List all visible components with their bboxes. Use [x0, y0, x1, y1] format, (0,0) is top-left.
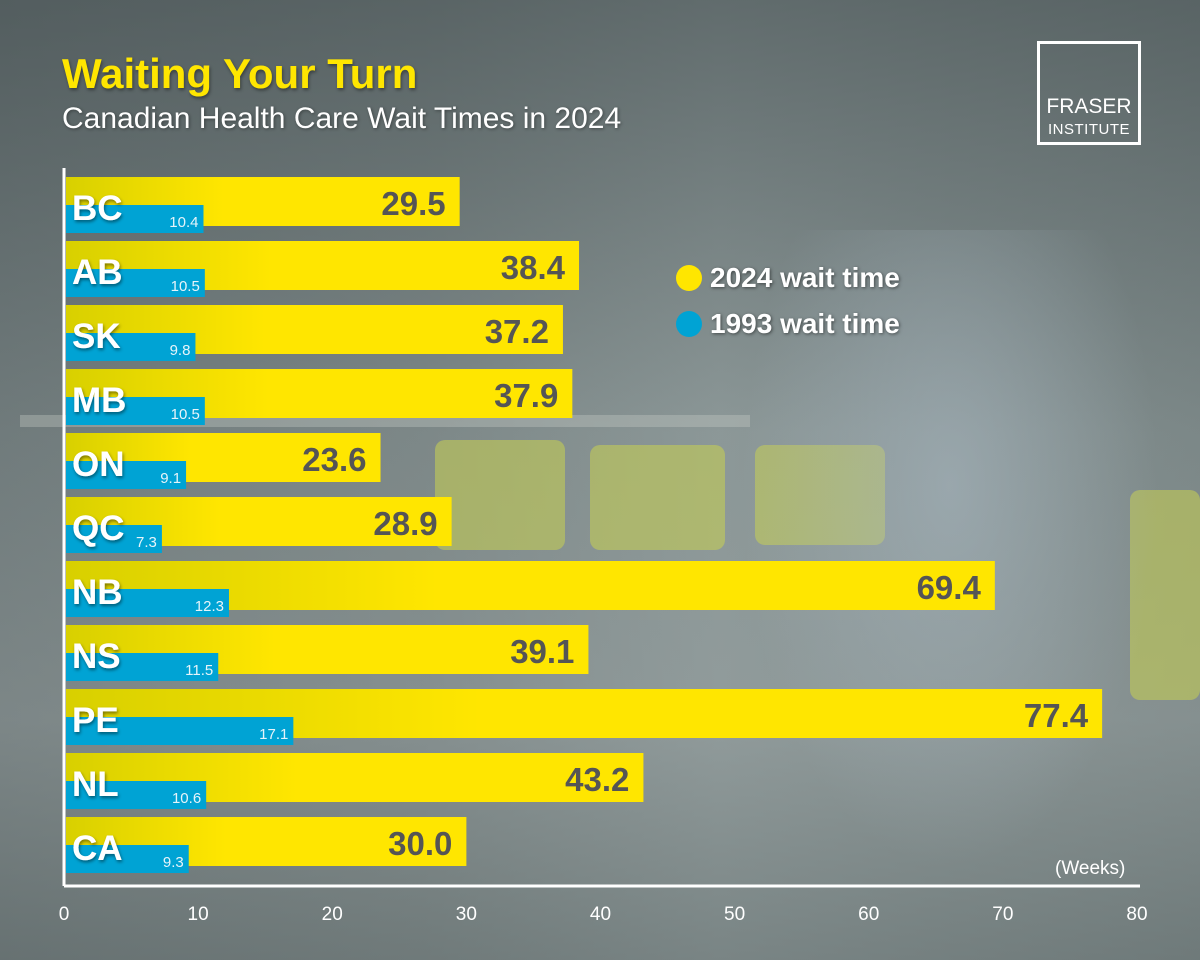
category-label-bc: BC: [72, 189, 123, 228]
value-label-1993-qc: 7.3: [136, 534, 157, 551]
value-label-1993-mb: 10.5: [171, 406, 200, 423]
value-label-1993-pe: 17.1: [259, 726, 288, 743]
bar-1993-bc: [66, 205, 204, 233]
bar-1993-pe: [66, 717, 294, 745]
x-tick-label: 40: [590, 904, 611, 925]
bar-1993-nl: [66, 781, 207, 809]
x-tick-label: 80: [1126, 904, 1147, 925]
value-label-1993-ab: 10.5: [171, 278, 200, 295]
category-label-ns: NS: [72, 637, 121, 676]
bar-1993-on: [66, 461, 187, 489]
legend-swatch-1993: [676, 311, 702, 337]
category-label-nl: NL: [72, 765, 119, 804]
legend-swatch-2024: [676, 265, 702, 291]
category-label-sk: SK: [72, 317, 121, 356]
value-label-1993-ca: 9.3: [163, 854, 184, 871]
category-label-nb: NB: [72, 573, 123, 612]
value-label-2024-sk: 37.2: [485, 313, 549, 350]
bar-1993-sk: [66, 333, 196, 361]
category-label-on: ON: [72, 445, 125, 484]
value-label-2024-qc: 28.9: [373, 505, 437, 542]
value-label-1993-on: 9.1: [160, 470, 181, 487]
fraser-institute-logo: FRASER INSTITUTE: [1037, 41, 1141, 145]
bar-1993-mb: [66, 397, 205, 425]
chair: [590, 445, 725, 550]
legend-item-1993: 1993 wait time: [676, 308, 900, 340]
value-label-1993-bc: 10.4: [169, 214, 198, 231]
value-label-2024-mb: 37.9: [494, 377, 558, 414]
value-label-2024-nb: 69.4: [917, 569, 982, 606]
x-tick-label: 50: [724, 904, 745, 925]
bar-1993-ca: [66, 845, 189, 873]
value-label-1993-nl: 10.6: [172, 790, 201, 807]
bar-1993-nb: [66, 589, 229, 617]
category-label-qc: QC: [72, 509, 125, 548]
x-tick-label: 60: [858, 904, 879, 925]
value-label-2024-ab: 38.4: [501, 249, 566, 286]
bar-1993-qc: [66, 525, 162, 553]
x-tick-label: 30: [456, 904, 477, 925]
x-tick-label: 10: [188, 904, 209, 925]
chart-subtitle: Canadian Health Care Wait Times in 2024: [62, 102, 622, 135]
value-label-1993-nb: 12.3: [195, 598, 224, 615]
x-tick-label: 0: [59, 904, 70, 925]
bar-1993-ns: [66, 653, 219, 681]
logo-line2: INSTITUTE: [1048, 121, 1130, 138]
category-label-ca: CA: [72, 829, 123, 868]
value-label-1993-sk: 9.8: [170, 342, 191, 359]
logo-line1: FRASER: [1046, 95, 1132, 118]
value-label-2024-nl: 43.2: [565, 761, 629, 798]
value-label-2024-pe: 77.4: [1024, 697, 1089, 734]
chair: [435, 440, 565, 550]
value-label-1993-ns: 11.5: [185, 662, 213, 679]
chart-title: Waiting Your Turn: [62, 50, 418, 97]
value-label-2024-bc: 29.5: [381, 185, 445, 222]
value-label-2024-on: 23.6: [302, 441, 366, 478]
waiting-patient: [740, 230, 1160, 870]
legend-item-2024: 2024 wait time: [676, 262, 900, 294]
value-label-2024-ns: 39.1: [510, 633, 574, 670]
legend-label-1993: 1993 wait time: [710, 308, 900, 339]
value-label-2024-ca: 30.0: [388, 825, 452, 862]
x-tick-label: 70: [992, 904, 1013, 925]
x-axis-unit: (Weeks): [1055, 858, 1126, 879]
x-tick-label: 20: [322, 904, 343, 925]
bar-1993-ab: [66, 269, 205, 297]
category-label-mb: MB: [72, 381, 126, 420]
legend-label-2024: 2024 wait time: [710, 262, 900, 293]
category-label-pe: PE: [72, 701, 119, 740]
category-label-ab: AB: [72, 253, 123, 292]
